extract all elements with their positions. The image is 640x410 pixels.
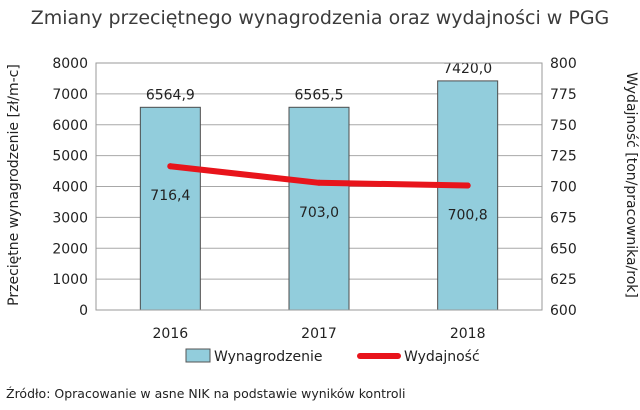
x-tick-label: 2017 [301,326,337,342]
y-tick-label: 6000 [52,118,88,134]
bar-series [139,80,499,311]
y2-tick-label: 775 [550,87,577,103]
bar-data-labels: 6564,9 6565,5 7420,0 [146,61,492,103]
right-axis-ticks: 600 625 650 675 700 725 750 775 800 [550,56,577,319]
bar-value-label: 7420,0 [443,61,492,77]
line-point-2017 [316,179,322,186]
y-tick-label: 5000 [52,149,88,165]
chart-title: Zmiany przeciętnego wynagrodzenia oraz w… [31,7,610,29]
y-tick-label: 0 [79,303,88,319]
line-point-2016 [167,163,174,170]
y-tick-label: 1000 [52,272,88,288]
x-axis-ticks: 2016 2017 2018 [153,326,486,342]
y2-tick-label: 725 [550,149,577,165]
y-tick-label: 3000 [52,210,88,226]
legend-swatch-wynagrodzenie [185,348,211,363]
bar-value-label: 6565,5 [295,87,344,103]
y2-tick-label: 675 [550,210,577,226]
y2-tick-label: 700 [550,180,577,196]
line-point-2018 [464,182,471,189]
legend: Wynagrodzenie Wydajność [185,348,480,365]
y-tick-label: 2000 [52,241,88,257]
x-tick-label: 2018 [450,326,486,342]
bar-2018 [437,80,499,311]
y-axis-label: Przeciętne wynagrodzenie [zł/m-c] [6,64,22,306]
y2-axis-label: Wydajność [ton/pracownika/rok] [623,72,639,298]
bar-value-label: 6564,9 [146,87,195,103]
source-note: Źródło: Opracowanie w asne NIK na podsta… [6,386,405,401]
y2-tick-label: 625 [550,272,577,288]
line-value-label: 700,8 [448,208,488,224]
line-data-labels: 716,4 703,0 700,8 [150,188,487,223]
bar-2016 [139,106,201,311]
y-tick-label: 8000 [52,56,88,72]
line-value-label: 716,4 [150,188,190,204]
y2-tick-label: 650 [550,241,577,257]
y2-tick-label: 750 [550,118,577,134]
y2-tick-label: 800 [550,56,577,72]
line-series [167,163,471,189]
y2-tick-label: 600 [550,303,577,319]
legend-label-wydajnosc: Wydajność [404,349,480,365]
legend-label-wynagrodzenie: Wynagrodzenie [214,349,322,365]
left-axis-ticks: 0 1000 2000 3000 4000 5000 6000 7000 8000 [52,56,88,319]
plot-area-frame [95,62,543,311]
y-tick-label: 7000 [52,87,88,103]
line-value-label: 703,0 [299,205,339,221]
x-tick-label: 2016 [153,326,189,342]
y-tick-label: 4000 [52,180,88,196]
